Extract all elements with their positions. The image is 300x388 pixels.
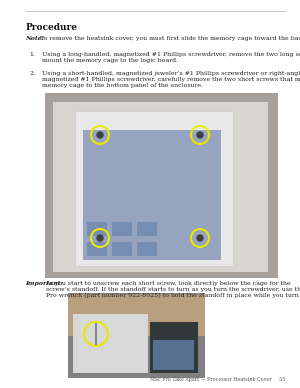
Text: 1.: 1. — [29, 52, 35, 57]
Text: Important:: Important: — [26, 281, 63, 286]
Bar — [112, 222, 132, 236]
Text: Procedure: Procedure — [26, 23, 77, 32]
Bar — [137, 242, 157, 256]
Bar — [73, 314, 148, 373]
Text: Using a short-handled, magnetized jeweler’s #1 Phillips screwdriver or right-ang: Using a short-handled, magnetized jewele… — [41, 71, 300, 88]
Bar — [112, 242, 132, 256]
Bar — [75, 111, 233, 266]
Bar — [53, 102, 268, 272]
Circle shape — [197, 132, 203, 138]
Bar — [68, 294, 205, 336]
Text: Using a long-handled, magnetized #1 Phillips screwdriver, remove the two long sc: Using a long-handled, magnetized #1 Phil… — [41, 52, 300, 63]
Bar — [87, 242, 107, 256]
Circle shape — [97, 132, 103, 138]
Circle shape — [197, 235, 203, 241]
Bar — [153, 340, 194, 370]
Bar — [150, 322, 198, 373]
Bar — [68, 293, 205, 378]
Bar — [137, 222, 157, 236]
Bar — [87, 222, 107, 236]
Text: Note:: Note: — [26, 36, 44, 41]
Text: Mac Pro Take Apart — Processor Heatsink Cover     55: Mac Pro Take Apart — Processor Heatsink … — [150, 377, 285, 382]
Text: 2.: 2. — [29, 71, 35, 76]
Bar — [83, 130, 221, 260]
Text: As you start to unscrew each short screw, look directly below the cage for the
s: As you start to unscrew each short screw… — [46, 281, 300, 298]
Circle shape — [97, 235, 103, 241]
Bar — [45, 93, 278, 278]
Text: To remove the heatsink cover, you must first slide the memory cage toward the ba: To remove the heatsink cover, you must f… — [40, 36, 300, 41]
